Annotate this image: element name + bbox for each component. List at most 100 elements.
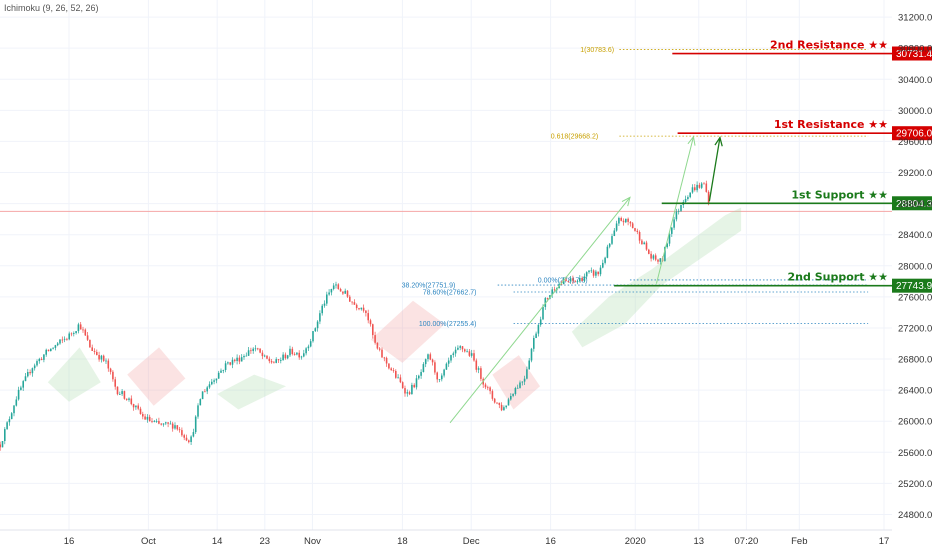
candle-body: [376, 342, 379, 349]
y-tick-label: 27200.0: [898, 323, 932, 334]
candle-body: [224, 363, 227, 370]
candle-body: [289, 348, 291, 356]
candle-body: [434, 362, 436, 373]
candle-body: [611, 236, 613, 244]
candle-body: [303, 353, 305, 357]
candle-body: [544, 298, 547, 307]
y-tick-label: 25600.0: [898, 448, 932, 459]
candle-body: [128, 398, 130, 400]
y-tick-label: 28800.0: [898, 199, 932, 210]
candle-body: [40, 358, 43, 360]
candle-body: [519, 382, 521, 388]
candle-body: [79, 324, 82, 330]
candle-body: [330, 289, 333, 293]
candle-body: [707, 191, 710, 205]
candle-body: [59, 339, 61, 344]
candle-body: [588, 270, 590, 273]
candle-body: [52, 347, 54, 349]
candle-body: [659, 258, 662, 262]
candle-body: [31, 368, 34, 374]
candle-body: [657, 259, 659, 262]
candle-body: [355, 304, 358, 309]
y-tick-label: 30400.0: [898, 75, 932, 86]
trend-arrow-2-head: [687, 135, 696, 146]
candle-body: [503, 407, 505, 411]
candle-body: [160, 423, 162, 425]
candle-body: [618, 218, 620, 224]
target-arrow: [708, 137, 721, 202]
y-tick-label: 28000.0: [898, 261, 932, 272]
fib-label: 78.60%(27662.7): [423, 289, 477, 296]
candle-body: [107, 360, 110, 369]
candle-body: [447, 360, 450, 364]
candle-body: [254, 348, 257, 350]
y-tick-label: 29200.0: [898, 168, 932, 179]
candle-body: [151, 421, 153, 422]
1st-support-title: 1st Support ★★: [791, 188, 888, 201]
x-tick-label: 2020: [625, 536, 646, 547]
2nd-support-badge-label: 27743.9: [896, 281, 932, 292]
candles: [0, 180, 710, 451]
time-axis[interactable]: 16 Oct 14 23 Nov 18 Dec 16 2020 13 07:20 Feb 17: [0, 529, 892, 547]
x-tick-label: 13: [693, 536, 704, 547]
candle-body: [666, 243, 668, 248]
candle-body: [592, 270, 595, 276]
candle-body: [673, 219, 675, 228]
candle-body: [1, 441, 4, 448]
candle-body: [66, 338, 68, 340]
candle-body: [169, 423, 172, 425]
candle-body: [581, 278, 583, 282]
candle-body: [358, 308, 360, 310]
candle-body: [480, 368, 482, 379]
fib-label: 0.618(29668.2): [551, 134, 598, 141]
candle-body: [418, 375, 420, 379]
2nd-support-badge: [892, 278, 932, 293]
candle-body: [63, 338, 66, 340]
candle-body: [691, 187, 694, 193]
candle-body: [328, 292, 330, 295]
candle-body: [211, 381, 213, 385]
candle-body: [411, 384, 413, 394]
candle-body: [560, 284, 563, 285]
candle-body: [158, 421, 160, 424]
candle-body: [314, 328, 317, 332]
candle-body: [668, 233, 671, 244]
candle-body: [505, 405, 507, 408]
candle-body: [388, 363, 390, 369]
candle-body: [367, 313, 369, 321]
candle-body: [608, 243, 611, 247]
candle-body: [620, 218, 622, 221]
candle-body: [119, 394, 121, 395]
indicator-label[interactable]: Ichimoku (9, 26, 52, 26): [4, 3, 99, 13]
candle-body: [489, 387, 491, 392]
candle-body: [342, 291, 344, 294]
candle-body: [535, 333, 537, 338]
candle-body: [475, 360, 478, 370]
candle-body: [261, 352, 264, 357]
2nd-support-title: 2nd Support ★★: [788, 271, 889, 284]
candle-body: [206, 387, 208, 392]
candle-body: [323, 303, 326, 306]
candle-body: [201, 391, 204, 400]
candle-body: [627, 218, 629, 222]
candle-body: [643, 242, 645, 245]
candle-body: [466, 351, 468, 353]
candle-body: [395, 371, 397, 378]
candle-body: [0, 444, 1, 448]
candle-body: [93, 350, 96, 352]
1st-resistance-title: 1st Resistance ★★: [774, 118, 888, 131]
candle-body: [144, 416, 146, 420]
candle-body: [339, 289, 342, 292]
candle-body: [597, 271, 599, 275]
candle-body: [275, 359, 277, 363]
candle-body: [220, 370, 222, 373]
candle-body: [459, 346, 461, 348]
candle-body: [192, 432, 195, 437]
candle-body: [36, 361, 38, 366]
cloud-bullish: [571, 207, 742, 348]
price-axis[interactable]: 31200.0 30800.0 30400.0 30000.0 29600.0 29200…: [892, 0, 932, 530]
candle-body: [473, 353, 475, 361]
candle-body: [353, 302, 356, 305]
